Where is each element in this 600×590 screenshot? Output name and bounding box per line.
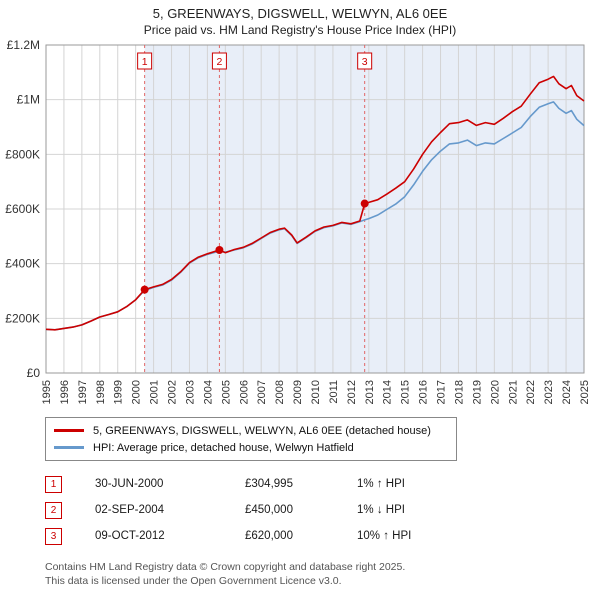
sale-hpi-delta: 1% ↓ HPI [357, 504, 405, 516]
price-history-chart: £0 £200K £400K £600K £800K £1M £1.2M 1 2 3 1995 199… [5, 38, 591, 404]
sale-price: £304,995 [245, 478, 293, 490]
x-axis-tick-label: 2022 [525, 380, 537, 404]
x-axis-tick-label: 2019 [471, 380, 483, 404]
x-axis-tick-label: 2004 [202, 380, 214, 404]
sale-marker-number: 2 [216, 56, 222, 68]
license-footer: Contains HM Land Registry data © Crown c… [45, 561, 600, 588]
x-axis-tick-label: 2011 [328, 380, 340, 404]
x-axis-tick-label: 2000 [131, 380, 143, 404]
plot-border [45, 44, 585, 374]
x-axis-tick-label: 2005 [220, 380, 232, 404]
y-axis-tick-label: £1.2M [7, 38, 40, 52]
transactions-table: 1 30-JUN-2000 £304,995 1% ↑ HPI 2 02-SEP… [45, 471, 600, 549]
sale-marker-flag [357, 52, 373, 70]
sale-number-badge: 2 [45, 501, 62, 519]
sale-marker-dot [215, 246, 224, 254]
sale-hpi-delta: 10% ↑ HPI [357, 530, 412, 542]
legend: 5, GREENWAYS, DIGSWELL, WELWYN, AL6 0EE … [45, 417, 457, 461]
sale-date: 09-OCT-2012 [95, 530, 165, 542]
sale-marker-dot [360, 199, 369, 208]
footer-line-1: Contains HM Land Registry data © Crown c… [45, 561, 406, 573]
x-axis-tick-label: 2006 [238, 380, 250, 404]
y-axis-tick-label: £200K [5, 311, 40, 325]
x-axis-tick-label: 1998 [95, 380, 107, 404]
page-title: 5, GREENWAYS, DIGSWELL, WELWYN, AL6 0EE [152, 6, 448, 21]
sale-hpi-delta: 1% ↑ HPI [357, 478, 405, 490]
legend-label-hpi: HPI: Average price, detached house, Welw… [93, 441, 354, 454]
hpi-line-swatch [54, 446, 84, 449]
sale-price: £620,000 [245, 530, 293, 542]
sale-marker-flag [211, 52, 227, 70]
x-axis-tick-label: 2020 [489, 380, 501, 404]
y-axis-tick-label: £600K [5, 202, 40, 216]
sale-marker-flag [137, 52, 153, 70]
x-axis-tick-label: 2013 [364, 380, 376, 404]
x-axis-tick-label: 2018 [453, 380, 465, 404]
table-row: 1 30-JUN-2000 £304,995 1% ↑ HPI [45, 471, 600, 497]
property-price-line [45, 75, 585, 331]
y-axis-tick-label: £1M [17, 93, 40, 107]
x-axis-tick-label: 2016 [418, 380, 430, 404]
table-row: 3 09-OCT-2012 £620,000 10% ↑ HPI [45, 523, 600, 549]
sale-marker-number: 1 [142, 56, 148, 68]
x-axis-tick-label: 2002 [167, 380, 179, 404]
sale-marker-number: 3 [362, 56, 368, 68]
x-axis-tick-label: 2023 [543, 380, 555, 404]
y-axis-tick-label: £400K [5, 257, 40, 271]
page-subtitle: Price paid vs. HM Land Registry's House … [143, 23, 457, 37]
sale-date: 02-SEP-2004 [95, 504, 165, 516]
x-axis-tick-label: 2017 [436, 380, 448, 404]
legend-item-hpi: HPI: Average price, detached house, Welw… [54, 439, 448, 456]
sale-price: £450,000 [245, 504, 293, 516]
footer-line-2: This data is licensed under the Open Gov… [45, 574, 342, 587]
x-axis-tick-label: 2010 [310, 380, 322, 404]
x-axis-tick-label: 2015 [400, 380, 412, 404]
x-axis-tick-label: 2003 [184, 380, 196, 404]
x-axis-tick-label: 2007 [256, 380, 268, 404]
sale-number-badge: 1 [45, 475, 62, 493]
x-axis-tick-label: 2012 [346, 380, 358, 404]
x-axis-tick-label: 1999 [113, 380, 125, 404]
sale-marker-dot [140, 285, 149, 294]
legend-item-property: 5, GREENWAYS, DIGSWELL, WELWYN, AL6 0EE … [54, 422, 448, 439]
x-axis-tick-label: 2021 [507, 380, 519, 404]
x-axis-tick-label: 2009 [292, 380, 304, 404]
table-row: 2 02-SEP-2004 £450,000 1% ↓ HPI [45, 497, 600, 523]
x-axis-tick-label: 2001 [149, 380, 161, 404]
y-axis-tick-label: £0 [27, 366, 41, 380]
x-axis-tick-label: 2008 [274, 380, 286, 404]
x-axis-tick-label: 2025 [579, 380, 591, 404]
property-line-swatch [54, 429, 84, 432]
x-axis-tick-label: 1997 [77, 380, 89, 404]
sale-date: 30-JUN-2000 [95, 478, 164, 490]
x-axis-tick-label: 1996 [59, 380, 71, 404]
y-axis-tick-label: £800K [5, 147, 40, 161]
x-axis-tick-label: 2024 [561, 380, 573, 404]
legend-label-property: 5, GREENWAYS, DIGSWELL, WELWYN, AL6 0EE … [93, 424, 431, 437]
sale-number-badge: 3 [45, 527, 62, 545]
x-axis-tick-label: 1995 [41, 380, 53, 404]
x-axis-tick-label: 2014 [382, 380, 394, 404]
